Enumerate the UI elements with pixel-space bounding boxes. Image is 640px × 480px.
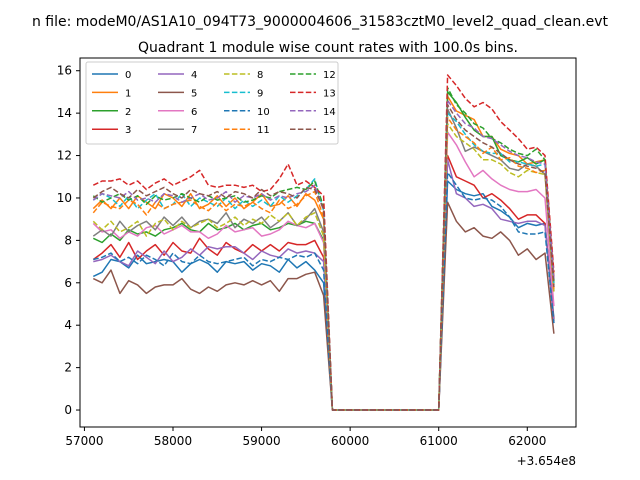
y-tick-label: 8 xyxy=(64,233,72,247)
legend-label-3: 3 xyxy=(125,125,131,136)
series-line-8 xyxy=(92,122,555,411)
legend-label-13: 13 xyxy=(323,88,336,99)
series-line-3 xyxy=(92,154,555,411)
series-line-11 xyxy=(92,116,555,411)
x-tick-label: 61000 xyxy=(420,434,458,448)
legend-label-7: 7 xyxy=(191,125,197,136)
x-tick-label: 59000 xyxy=(242,434,280,448)
series-layer xyxy=(92,74,555,411)
plot-border xyxy=(79,57,577,428)
legend-label-1: 1 xyxy=(125,88,131,99)
y-axis: 0 2 4 6 8 10 12 14 16 xyxy=(57,64,80,417)
legend-label-11: 11 xyxy=(257,125,270,136)
series-line-10 xyxy=(93,171,555,411)
legend-label-15: 15 xyxy=(323,125,336,136)
y-tick-label: 10 xyxy=(57,191,72,205)
y-tick-label: 4 xyxy=(64,318,72,332)
y-tick-label: 0 xyxy=(64,403,72,417)
y-tick-label: 12 xyxy=(57,149,72,163)
legend-label-6: 6 xyxy=(191,107,197,118)
legend-label-9: 9 xyxy=(257,88,263,99)
y-tick-label: 14 xyxy=(57,106,72,120)
series-line-4 xyxy=(93,159,555,411)
legend-label-10: 10 xyxy=(257,107,270,118)
chart-title: Quadrant 1 module wise count rates with … xyxy=(138,40,518,56)
y-tick-label: 16 xyxy=(57,64,72,78)
legend-label-0: 0 xyxy=(125,70,131,81)
x-tick-label: 60000 xyxy=(331,434,369,448)
x-axis: 57000 58000 59000 60000 61000 62000 xyxy=(65,427,546,448)
legend-label-4: 4 xyxy=(191,70,197,81)
legend-label-14: 14 xyxy=(323,107,336,118)
y-tick-label: 6 xyxy=(64,276,72,290)
x-tick-label: 62000 xyxy=(508,434,546,448)
x-tick-label: 57000 xyxy=(65,434,103,448)
legend-label-12: 12 xyxy=(323,70,336,81)
series-line-15 xyxy=(92,103,555,411)
x-offset-label: +3.654e8 xyxy=(517,454,576,468)
legend-label-5: 5 xyxy=(191,88,197,99)
legend-label-8: 8 xyxy=(257,70,263,81)
legend-label-2: 2 xyxy=(125,107,131,118)
series-line-13 xyxy=(92,74,555,411)
x-tick-label: 58000 xyxy=(154,434,192,448)
series-line-5 xyxy=(92,201,555,411)
series-line-0 xyxy=(92,180,555,411)
figure-suptitle: n file: modeM0/AS1A10_094T73_9000004606_… xyxy=(32,14,609,30)
legend-box xyxy=(85,61,339,145)
y-tick-label: 2 xyxy=(64,361,72,375)
